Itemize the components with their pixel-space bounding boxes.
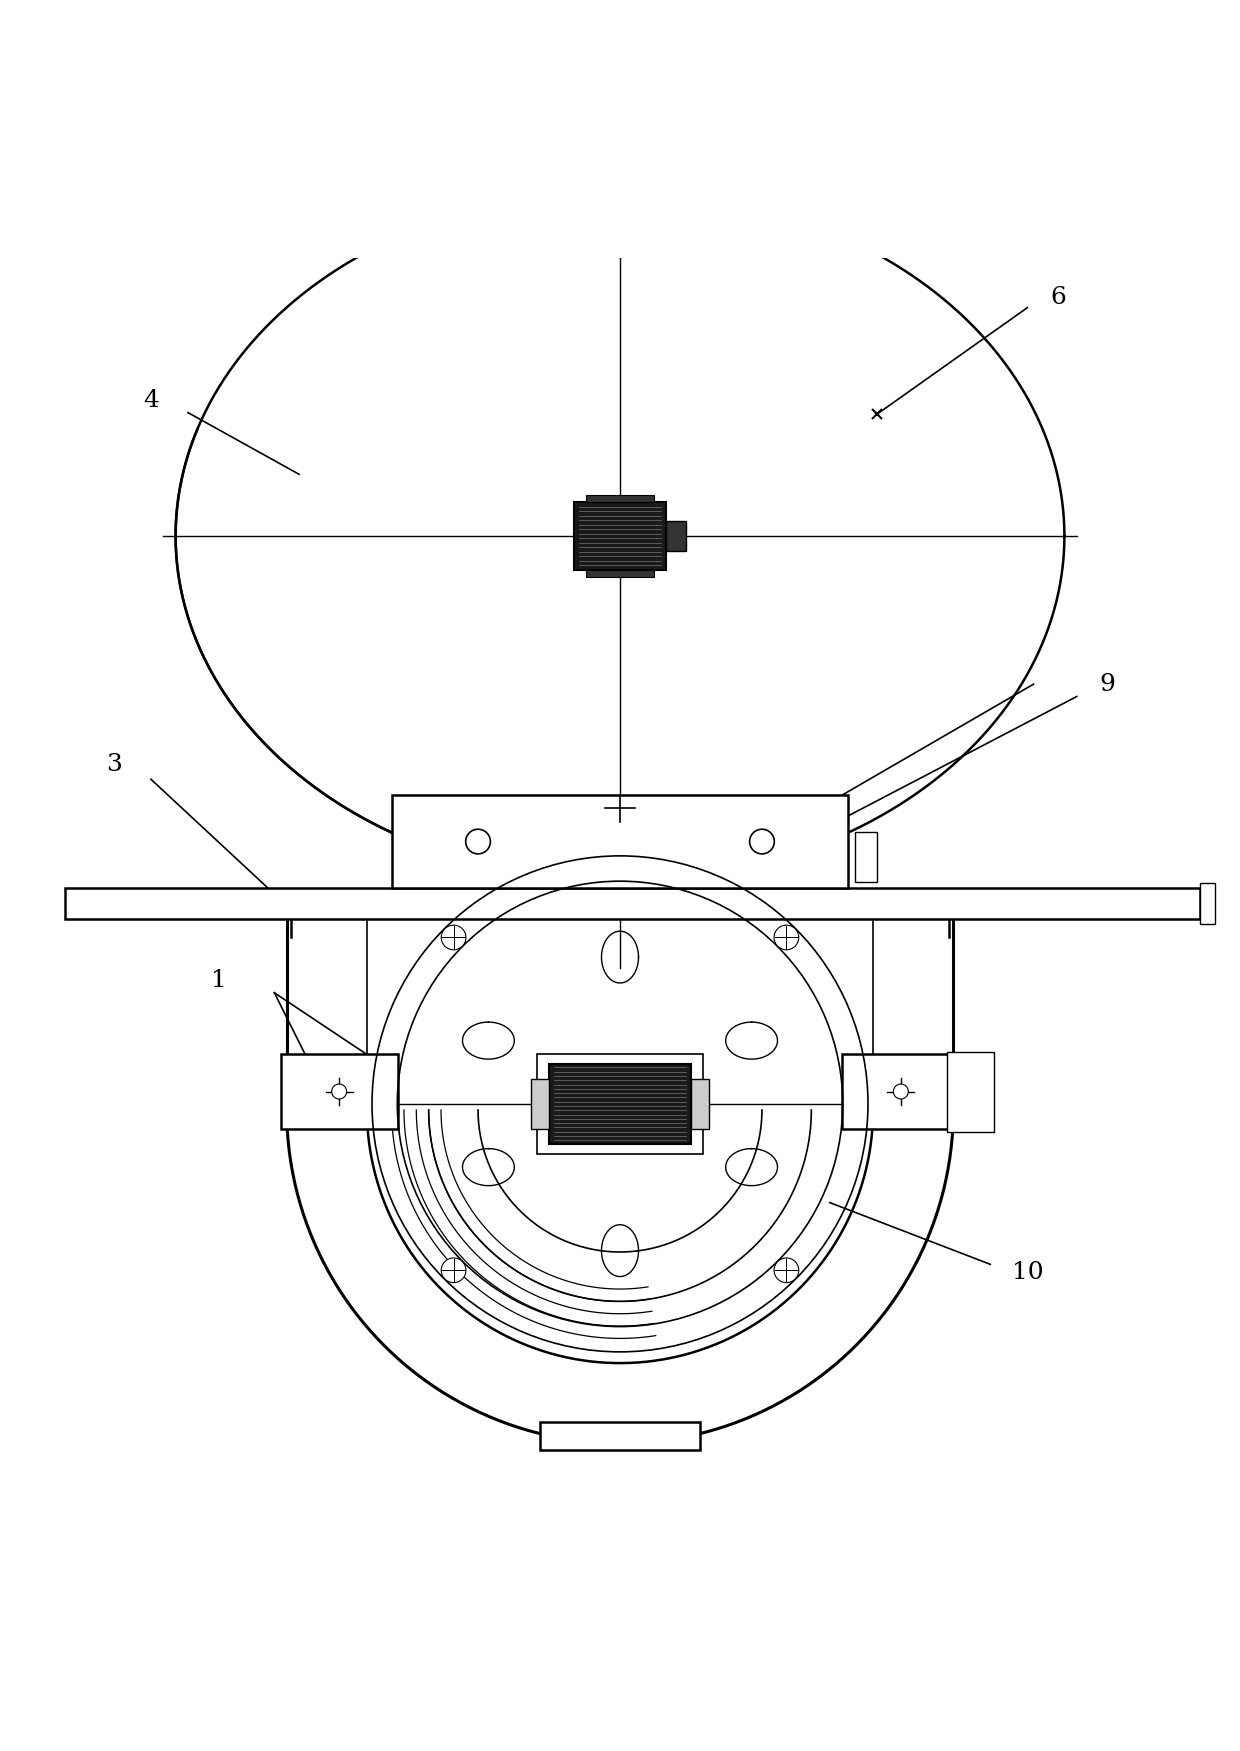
Circle shape	[750, 830, 774, 854]
Bar	[854, 832, 877, 883]
Circle shape	[466, 830, 490, 854]
Circle shape	[774, 1257, 799, 1283]
Bar	[947, 1052, 994, 1131]
Bar	[1200, 883, 1215, 923]
Bar	[587, 496, 653, 503]
Text: 4: 4	[143, 389, 159, 411]
Bar	[392, 795, 848, 888]
Text: 9: 9	[1100, 672, 1116, 695]
Bar	[691, 1079, 709, 1129]
Bar	[549, 1065, 691, 1143]
Bar	[842, 1054, 960, 1129]
Bar	[64, 888, 1200, 919]
Circle shape	[441, 925, 466, 949]
Circle shape	[441, 1257, 466, 1283]
Bar	[537, 1054, 703, 1154]
Text: 10: 10	[1012, 1261, 1043, 1285]
Bar	[531, 1079, 549, 1129]
Bar	[574, 503, 666, 571]
Text: 3: 3	[105, 753, 122, 776]
Bar	[587, 571, 653, 578]
Circle shape	[774, 925, 799, 949]
Circle shape	[331, 1084, 347, 1100]
Bar	[666, 522, 686, 552]
Text: 1: 1	[211, 968, 227, 991]
Bar	[280, 1054, 398, 1129]
Circle shape	[893, 1084, 909, 1100]
Text: 6: 6	[1050, 285, 1066, 310]
Bar	[539, 1422, 701, 1450]
